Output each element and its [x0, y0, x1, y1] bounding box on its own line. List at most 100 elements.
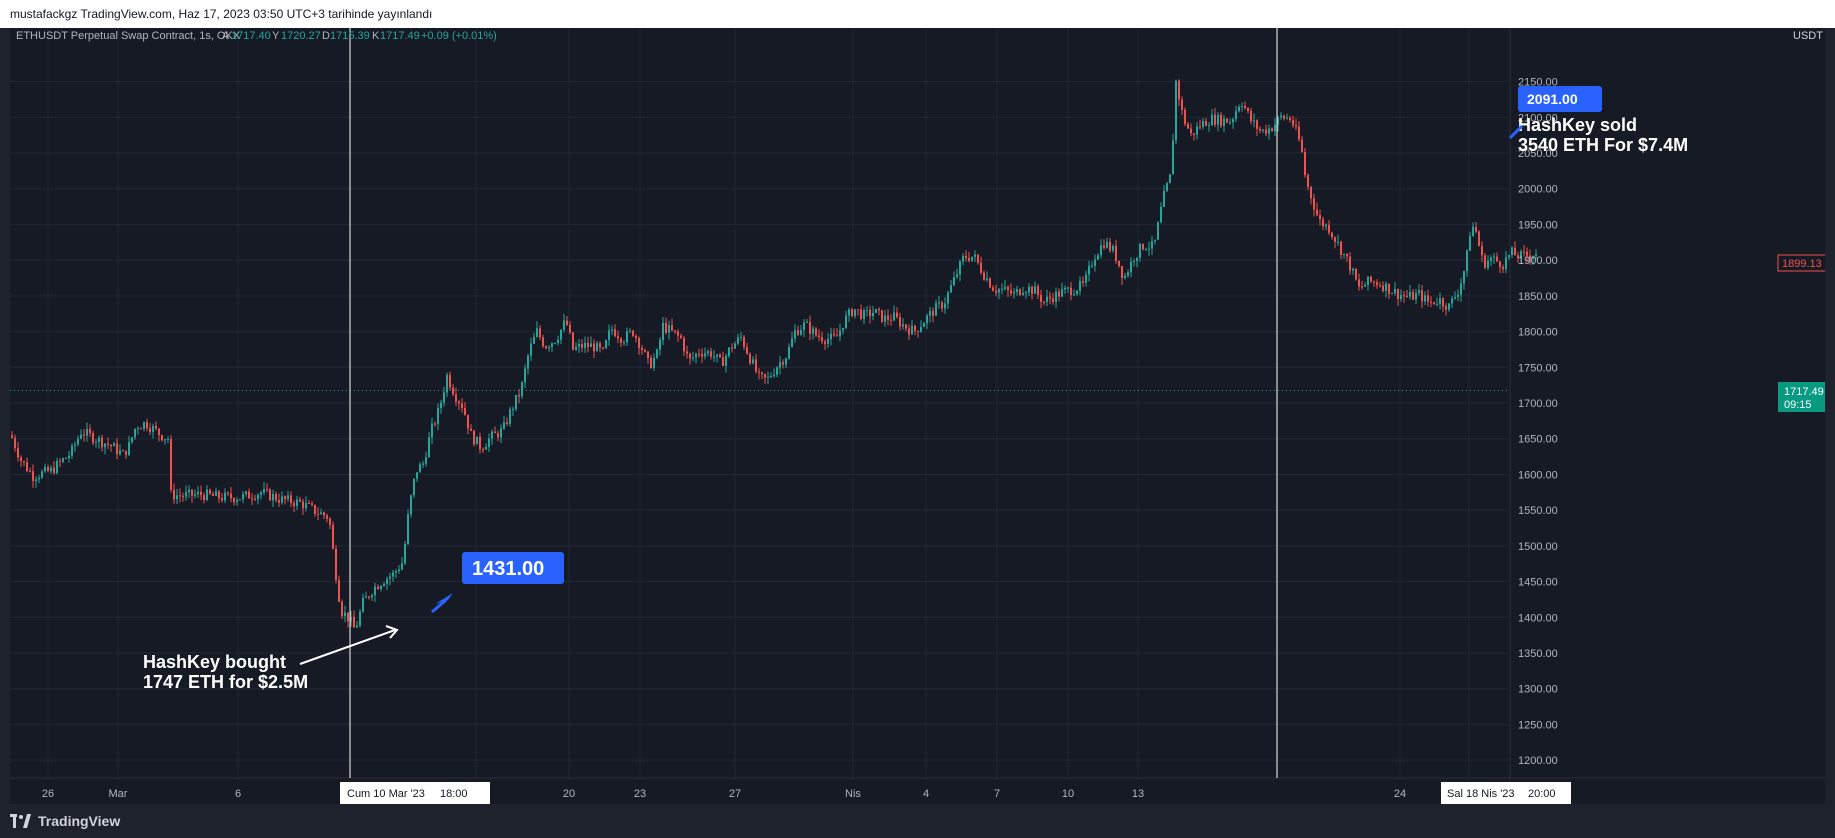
- candle-body: [1241, 105, 1243, 107]
- candle-body: [185, 492, 187, 497]
- tradingview-logo[interactable]: TradingView: [10, 813, 120, 829]
- candle-body: [395, 570, 397, 573]
- candle-body: [791, 338, 793, 347]
- candle-body: [104, 443, 106, 448]
- y-tick-label: 1900.00: [1518, 255, 1558, 267]
- candle-body: [245, 491, 247, 495]
- candle-body: [398, 569, 400, 571]
- candle-body: [359, 611, 361, 626]
- candle-body: [461, 403, 463, 409]
- candle-body: [1469, 236, 1471, 251]
- candle-body: [434, 423, 436, 425]
- candle-body: [1136, 257, 1138, 262]
- candle-body: [1139, 243, 1141, 258]
- legend-open-value: 1717.40: [231, 30, 271, 42]
- candle-body: [1394, 288, 1396, 294]
- candle-body: [428, 437, 430, 458]
- candle-body: [122, 450, 124, 452]
- price-chart[interactable]: 26Mar616202327Nis47101324272150.002100.0…: [10, 28, 1833, 804]
- candle-body: [1106, 242, 1108, 248]
- candle-body: [227, 492, 229, 494]
- candle-body: [1361, 286, 1363, 288]
- candle-body: [521, 382, 523, 397]
- candle-body: [338, 580, 340, 602]
- candle-body: [431, 423, 433, 438]
- candle-body: [1511, 247, 1513, 255]
- candle-body: [956, 274, 958, 278]
- candle-body: [848, 309, 850, 316]
- candle-body: [1157, 222, 1159, 240]
- candle-body: [92, 433, 94, 443]
- candle-body: [686, 351, 688, 354]
- candle-body: [263, 488, 265, 493]
- candle-body: [1325, 224, 1327, 227]
- y-tick-label: 2050.00: [1518, 148, 1558, 160]
- candle-body: [209, 489, 211, 494]
- candle-body: [464, 408, 466, 415]
- candle-body: [917, 330, 919, 332]
- candle-body: [467, 414, 469, 429]
- candle-body: [881, 310, 883, 322]
- candle-body: [53, 467, 55, 473]
- candle-body: [329, 518, 331, 525]
- candle-body: [233, 498, 235, 503]
- chart-panel[interactable]: 26Mar616202327Nis47101324272150.002100.0…: [10, 28, 1833, 804]
- crosshair-1-date: Cum 10 Mar '23: [347, 788, 425, 800]
- candle-body: [41, 471, 43, 478]
- candle-body: [1304, 151, 1306, 176]
- candle-body: [785, 358, 787, 365]
- candle-body: [1490, 257, 1492, 261]
- candle-body: [1100, 245, 1102, 256]
- candle-body: [713, 356, 715, 358]
- candle-body: [551, 343, 553, 348]
- candle-body: [644, 349, 646, 352]
- candle-body: [248, 491, 250, 499]
- candle-body: [1397, 288, 1399, 300]
- candle-body: [179, 495, 181, 497]
- candle-body: [308, 502, 310, 504]
- candle-body: [1076, 290, 1078, 295]
- candle-body: [113, 443, 115, 447]
- candle-body: [290, 495, 292, 504]
- candle-body: [1043, 301, 1045, 303]
- candle-body: [527, 355, 529, 369]
- candle-body: [794, 330, 796, 339]
- candle-body: [1046, 296, 1048, 302]
- candle-body: [1292, 119, 1294, 126]
- candle-body: [719, 354, 721, 358]
- candle-body: [1400, 295, 1402, 300]
- candle-body: [1145, 249, 1147, 251]
- candle-body: [935, 303, 937, 316]
- candle-body: [1025, 292, 1027, 294]
- candle-body: [830, 333, 832, 339]
- candle-body: [254, 498, 256, 500]
- candle-body: [818, 335, 820, 338]
- currency-label: USDT: [1793, 30, 1823, 42]
- candle-body: [1262, 129, 1264, 131]
- candle-body: [1028, 286, 1030, 293]
- candle-body: [1127, 272, 1129, 276]
- candle-body: [458, 401, 460, 404]
- candle-body: [617, 336, 619, 339]
- candle-body: [1265, 129, 1267, 134]
- candle-body: [143, 422, 145, 429]
- candle-body: [317, 513, 319, 515]
- candle-body: [1217, 114, 1219, 125]
- candle-body: [1418, 290, 1420, 294]
- candle-body: [632, 330, 634, 336]
- candle-body: [116, 443, 118, 455]
- candle-body: [164, 439, 166, 441]
- candle-body: [893, 312, 895, 321]
- candle-body: [1352, 268, 1354, 271]
- candle-body: [239, 499, 241, 501]
- candle-body: [731, 347, 733, 349]
- y-tick-label: 1950.00: [1518, 219, 1558, 231]
- candle-body: [383, 583, 385, 586]
- candle-body: [773, 374, 775, 377]
- tradingview-logo-icon: [10, 814, 31, 828]
- candle-body: [1202, 121, 1204, 128]
- candle-body: [866, 309, 868, 311]
- candle-body: [491, 431, 493, 439]
- candle-body: [371, 595, 373, 598]
- legend-close-label: K: [372, 30, 380, 42]
